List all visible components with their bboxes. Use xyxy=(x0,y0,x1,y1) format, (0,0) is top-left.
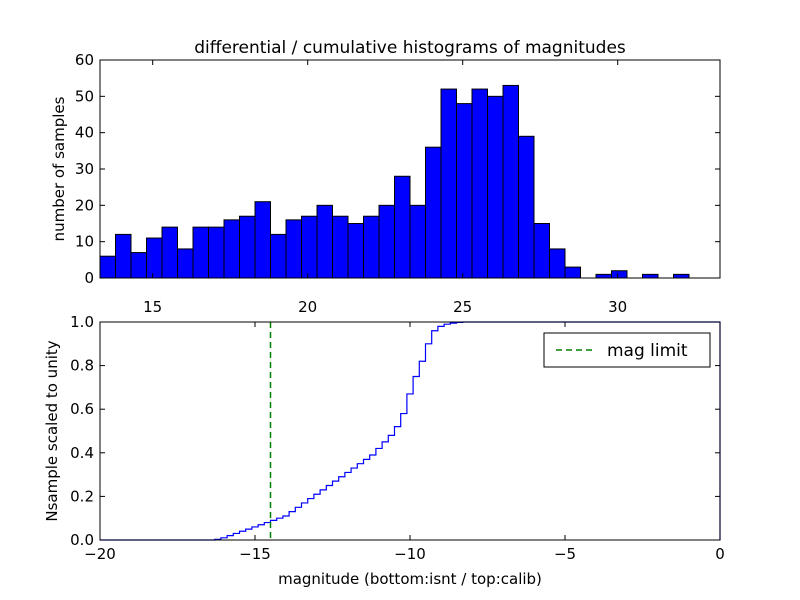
bottom-y-axis-label: Nsample scaled to unity xyxy=(43,340,61,521)
x-tick-label: −20 xyxy=(84,545,116,563)
x-tick-label: −5 xyxy=(554,545,576,563)
histogram-bar xyxy=(440,88,457,279)
histogram-bar xyxy=(223,219,240,279)
y-tick-label: 20 xyxy=(75,196,94,214)
histogram-bar xyxy=(347,223,364,279)
legend-mag-limit-label: mag limit xyxy=(607,341,688,361)
x-tick-label: 0 xyxy=(715,545,725,563)
histogram-bars xyxy=(99,84,690,279)
histogram-bar xyxy=(316,204,333,279)
y-tick-label: 0.2 xyxy=(70,487,94,505)
chart-title: differential / cumulative histograms of … xyxy=(194,38,626,58)
histogram-bar xyxy=(332,215,349,279)
histogram-bar xyxy=(115,233,132,279)
y-tick-label: 0 xyxy=(84,269,94,287)
histogram-bar xyxy=(533,223,550,279)
histogram-bar xyxy=(595,273,612,279)
bottom-axes-frame xyxy=(99,321,721,541)
histogram-bar xyxy=(270,233,287,279)
histogram-bar xyxy=(518,135,535,279)
histogram-bar xyxy=(611,270,628,279)
histogram-bar xyxy=(564,266,581,279)
y-tick-label: 0.0 xyxy=(70,531,94,549)
histogram-bar xyxy=(239,215,256,279)
x-tick-label: 25 xyxy=(453,298,472,316)
histogram-bar xyxy=(177,248,194,279)
histogram-bar xyxy=(301,215,318,279)
histogram-bar xyxy=(363,215,380,279)
histogram-bar xyxy=(130,252,147,279)
legend: mag limit xyxy=(543,332,711,368)
histogram-bar xyxy=(192,226,209,279)
histogram-bar xyxy=(146,237,163,279)
x-tick-label: 30 xyxy=(608,298,627,316)
histogram-bar xyxy=(208,226,225,279)
histogram-bar xyxy=(285,219,302,279)
histogram-bar xyxy=(456,103,473,279)
histogram-bar xyxy=(161,226,178,279)
x-tick-label: 20 xyxy=(298,298,317,316)
y-tick-label: 50 xyxy=(75,87,94,105)
top-y-axis-label: number of samples xyxy=(50,96,68,241)
y-tick-label: 10 xyxy=(75,233,94,251)
y-tick-label: 40 xyxy=(75,124,94,142)
histogram-bar xyxy=(673,273,690,279)
histogram-bar xyxy=(409,204,426,279)
cumulative-line xyxy=(100,321,721,541)
bottom-axis-ticks: 0.0 0.2 0.4 0.6 0.8 1.0 −20 −15 −10 −5 0 xyxy=(70,313,725,563)
histogram-bar xyxy=(378,204,395,279)
y-tick-label: 1.0 xyxy=(70,313,94,331)
histogram-bar xyxy=(254,201,271,279)
x-tick-label: 15 xyxy=(143,298,162,316)
y-tick-label: 0.6 xyxy=(70,400,94,418)
histogram-bar xyxy=(549,248,566,279)
histogram-bar xyxy=(471,88,488,279)
histogram-bar xyxy=(425,146,442,279)
top-axis-ticks: 0 10 20 30 40 50 60 15 20 25 30 xyxy=(75,51,720,316)
histogram-bar xyxy=(642,273,659,279)
x-tick-label: −10 xyxy=(394,545,426,563)
histogram-bar xyxy=(99,255,116,279)
x-tick-label: −15 xyxy=(239,545,271,563)
bottom-x-axis-label: magnitude (bottom:isnt / top:calib) xyxy=(278,570,542,588)
y-tick-label: 30 xyxy=(75,160,94,178)
top-axes-frame xyxy=(99,59,721,279)
histogram-bar xyxy=(502,84,519,279)
histogram-bar xyxy=(394,175,411,279)
y-tick-label: 0.4 xyxy=(70,444,94,462)
histogram-bar xyxy=(487,95,504,279)
bottom-cumulative-panel: 0.0 0.2 0.4 0.6 0.8 1.0 −20 −15 −10 −5 0 Nsample s… xyxy=(43,313,725,588)
y-tick-label: 0.8 xyxy=(70,357,94,375)
top-histogram-panel: differential / cumulative histograms of … xyxy=(50,38,721,316)
y-tick-label: 60 xyxy=(75,51,94,69)
